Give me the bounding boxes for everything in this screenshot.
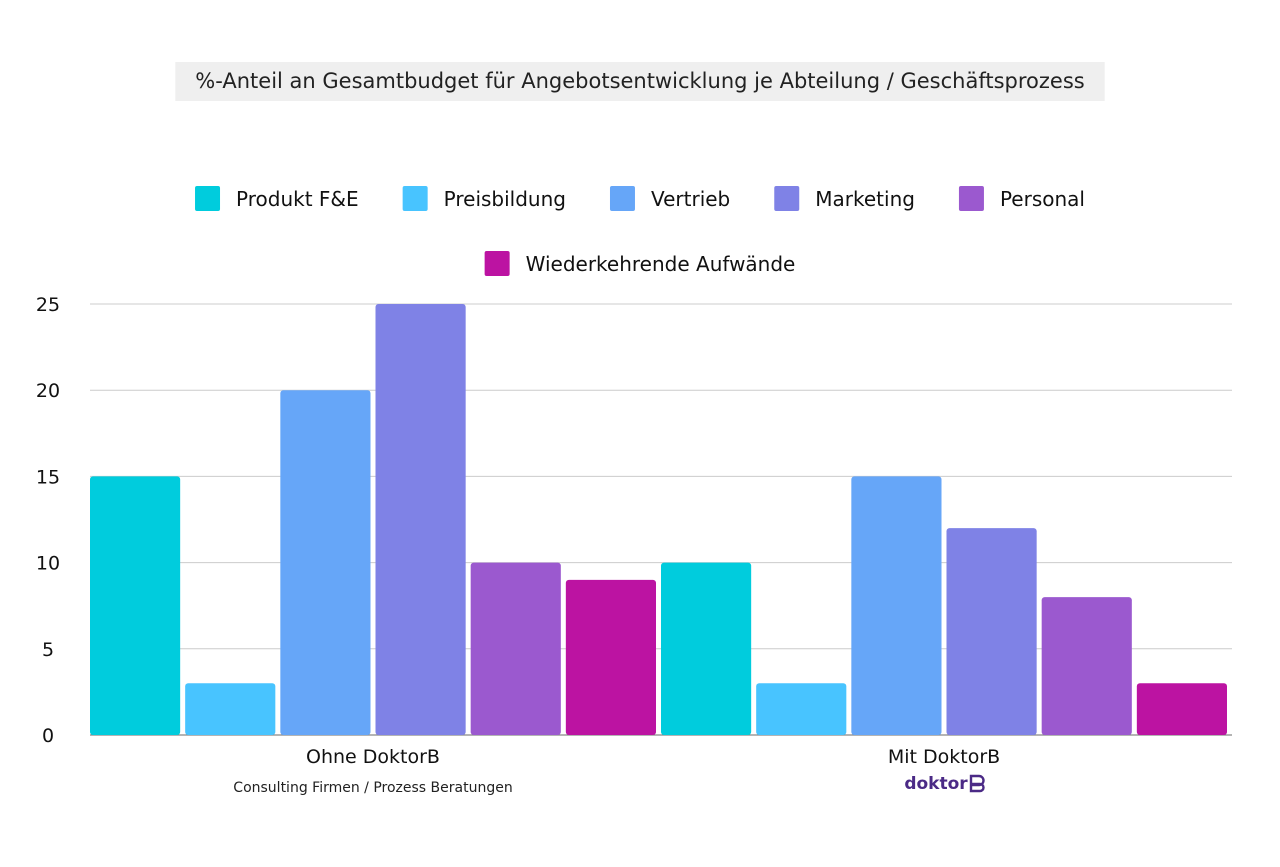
legend-label: Produkt F&E	[236, 187, 359, 211]
y-tick-label: 20	[36, 380, 60, 402]
x-category-label: Ohne DoktorB	[306, 746, 440, 768]
legend-label: Vertrieb	[651, 187, 730, 211]
doktorb-logo-mark	[969, 774, 985, 793]
bar	[756, 683, 847, 735]
legend-item: Preisbildung	[402, 186, 566, 211]
doktorb-logo-text: doktor	[904, 774, 968, 794]
bars	[90, 304, 1227, 735]
x-category-sublabel: Consulting Firmen / Prozess Beratungen	[233, 780, 512, 796]
bar	[661, 562, 752, 735]
bar	[90, 476, 181, 735]
legend-swatch	[484, 251, 510, 276]
x-axis: Ohne DoktorB Consulting Firmen / Prozess …	[233, 746, 1000, 796]
x-category-label: Mit DoktorB	[888, 746, 1000, 768]
y-tick-label: 10	[36, 553, 60, 575]
chart-title-background	[175, 62, 1105, 101]
legend-item: Marketing	[774, 186, 915, 211]
legend-item: Wiederkehrende Aufwände	[484, 251, 796, 276]
bar	[280, 390, 371, 735]
legend-item: Vertrieb	[609, 186, 730, 211]
chart-title: %-Anteil an Gesamtbudget für Angebotsent…	[195, 69, 1084, 93]
doktorb-logo: doktor	[904, 774, 985, 794]
bar	[565, 579, 656, 735]
legend-swatch	[402, 186, 428, 211]
y-tick-label: 15	[36, 466, 60, 488]
chart-title-group: %-Anteil an Gesamtbudget für Angebotsent…	[175, 62, 1105, 101]
legend-swatch	[958, 186, 984, 211]
legend-swatch	[195, 186, 221, 211]
legend-label: Marketing	[815, 187, 915, 211]
legend-swatch	[774, 186, 800, 211]
bar	[470, 562, 561, 735]
legend-swatch	[609, 186, 635, 211]
legend-label: Personal	[1000, 187, 1085, 211]
legend-item: Personal	[958, 186, 1085, 211]
y-axis: 0 5 10 15 20 25	[36, 294, 60, 747]
y-tick-label: 0	[42, 725, 54, 747]
legend-item: Produkt F&E	[195, 186, 359, 211]
legend-label: Wiederkehrende Aufwände	[526, 252, 796, 276]
legend: Produkt F&E Preisbildung Vertrieb Marketing…	[195, 186, 1085, 276]
bar	[1136, 683, 1227, 735]
bar	[185, 683, 276, 735]
legend-label: Preisbildung	[444, 187, 566, 211]
y-tick-label: 25	[36, 294, 60, 316]
bar	[1041, 597, 1132, 735]
y-tick-label: 5	[42, 639, 54, 661]
bar	[375, 304, 466, 735]
bar	[851, 476, 942, 735]
bar	[946, 528, 1037, 735]
